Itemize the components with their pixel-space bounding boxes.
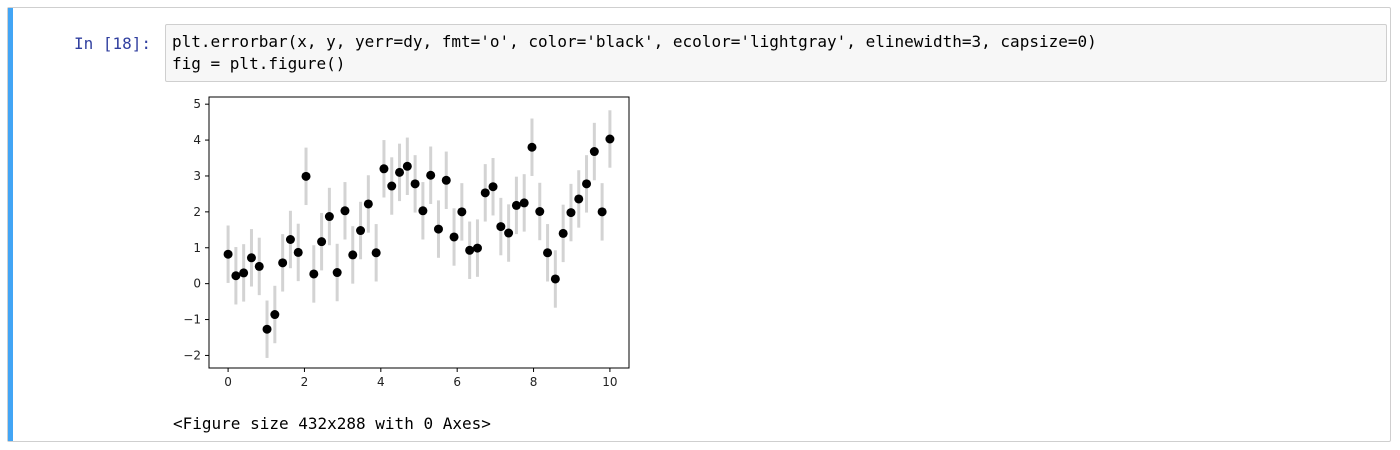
code-line-1: plt.errorbar(x, y, yerr=dy, fmt='o', col… [172, 31, 1380, 53]
data-point [379, 164, 388, 173]
data-point [403, 162, 412, 171]
data-point [559, 229, 568, 238]
data-point [598, 207, 607, 216]
data-point [278, 258, 287, 267]
data-point [426, 171, 435, 180]
data-point [294, 248, 303, 257]
errorbar-plot: 0 2 4 6 8 10 −2 −1 0 1 2 3 4 5 [168, 90, 638, 400]
x-tick-label: 10 [602, 375, 617, 389]
data-point [364, 199, 373, 208]
data-point [512, 201, 521, 210]
data-point [325, 212, 334, 221]
data-point [465, 246, 474, 255]
data-point [247, 253, 256, 262]
y-tick-label: 5 [193, 97, 201, 111]
x-tick-label: 8 [530, 375, 538, 389]
data-point [418, 206, 427, 215]
output-text: <Figure size 432x288 with 0 Axes> [173, 414, 491, 433]
y-tick-label: 3 [193, 169, 201, 183]
data-point [489, 182, 498, 191]
data-point [255, 262, 264, 271]
data-point [411, 179, 420, 188]
data-point [481, 188, 490, 197]
data-point [286, 235, 295, 244]
y-tick-label: 4 [193, 133, 201, 147]
data-point [340, 206, 349, 215]
data-point [442, 176, 451, 185]
data-point [434, 225, 443, 234]
code-cell[interactable]: In [18]: plt.errorbar(x, y, yerr=dy, fmt… [7, 7, 1391, 442]
data-point [317, 237, 326, 246]
data-point [473, 244, 482, 253]
x-tick-label: 0 [224, 375, 232, 389]
code-line-2: fig = plt.figure() [172, 53, 1380, 75]
data-point [574, 194, 583, 203]
data-point [231, 271, 240, 280]
data-point [302, 172, 311, 181]
x-tick-label: 2 [301, 375, 309, 389]
data-point [450, 232, 459, 241]
data-point [520, 198, 529, 207]
data-point [309, 269, 318, 278]
cell-selection-bar [8, 8, 13, 441]
data-point [224, 250, 233, 259]
data-point [395, 168, 404, 177]
x-tick-label: 6 [453, 375, 461, 389]
data-point [356, 226, 365, 235]
data-point [527, 143, 536, 152]
data-point [457, 207, 466, 216]
x-tick-label: 4 [377, 375, 385, 389]
data-point [270, 310, 279, 319]
data-point [239, 268, 248, 277]
data-point [372, 248, 381, 257]
data-point [504, 229, 513, 238]
data-point [263, 325, 272, 334]
data-point [605, 134, 614, 143]
data-point [566, 208, 575, 217]
data-point [590, 147, 599, 156]
input-prompt: In [18]: [74, 34, 151, 53]
data-point [387, 182, 396, 191]
code-input[interactable]: plt.errorbar(x, y, yerr=dy, fmt='o', col… [165, 24, 1387, 82]
data-point [535, 207, 544, 216]
data-point [551, 274, 560, 283]
data-point [348, 250, 357, 259]
data-point [582, 179, 591, 188]
data-point [496, 222, 505, 231]
y-tick-label: 2 [193, 205, 201, 219]
y-tick-label: −2 [183, 348, 201, 362]
y-tick-label: 1 [193, 241, 201, 255]
data-point [333, 268, 342, 277]
data-point [543, 248, 552, 257]
y-tick-label: 0 [193, 277, 201, 291]
y-tick-label: −1 [183, 313, 201, 327]
